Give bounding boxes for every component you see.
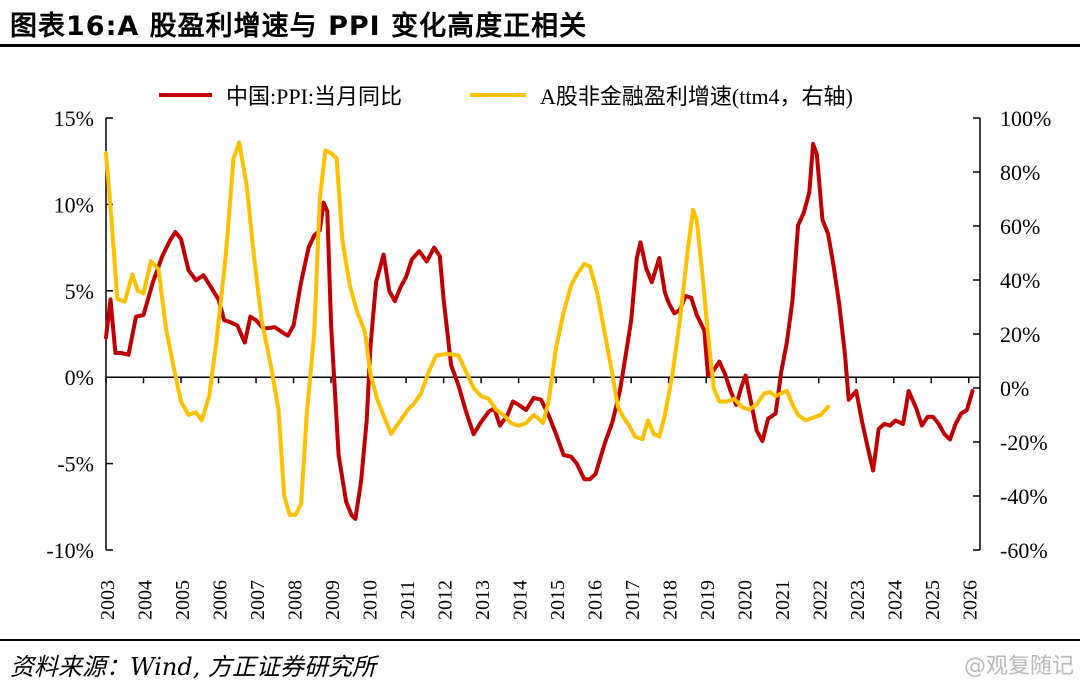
x-axis-tick-label: 2021 [772, 580, 794, 620]
right-axis-tick-label: 80% [1000, 160, 1040, 185]
x-axis-tick-label: 2010 [360, 580, 382, 620]
left-axis-tick-label: 10% [54, 192, 94, 217]
right-axis-tick-label: 40% [1000, 268, 1040, 293]
left-axis-tick-label: 0% [65, 365, 94, 390]
right-axis-tick-label: 100% [1000, 106, 1051, 131]
x-axis-tick-label: 2015 [547, 580, 569, 620]
x-axis-tick-label: 2004 [135, 580, 157, 620]
right-axis-tick-label: -60% [1000, 538, 1048, 563]
legend: 中国:PPI:当月同比 A股非金融盈利增速(ttm4，右轴) [159, 84, 853, 109]
series-line-ppi [104, 141, 975, 521]
x-axis-tick-label: 2006 [210, 580, 232, 620]
x-axis-tick-label: 2005 [172, 580, 194, 620]
watermark: @观复随记 [963, 654, 1074, 679]
x-axis-tick-label: 2017 [622, 580, 644, 620]
x-axis-tick-label: 2019 [697, 580, 719, 620]
left-axis-tick-label: 15% [54, 106, 94, 131]
footer-rule [0, 639, 1080, 641]
x-axis-tick-label: 2025 [922, 580, 944, 620]
chart-title: 图表16:A 股盈利增速与 PPI 变化高度正相关 [10, 11, 588, 42]
x-axis-tick-label: 2003 [97, 580, 119, 620]
right-axis-tick-label: 20% [1000, 322, 1040, 347]
x-axis-tick-label: 2007 [247, 580, 269, 620]
right-axis-tick-label: -40% [1000, 484, 1048, 509]
x-axis-tick-label: 2013 [472, 580, 494, 620]
x-axis-tick-label: 2008 [285, 580, 307, 620]
legend-label-profit: A股非金融盈利增速(ttm4，右轴) [540, 84, 853, 109]
title-rule [0, 44, 1080, 47]
x-axis-tick-label: 2020 [735, 580, 757, 620]
series-line-profit-growth [104, 140, 831, 517]
x-axis-tick-label: 2023 [847, 580, 869, 620]
x-axis-tick-label: 2012 [435, 580, 457, 620]
source-note: 资料来源：Wind, 方正证券研究所 [10, 653, 376, 681]
left-axis-tick-label: 5% [65, 279, 94, 304]
series-layer [104, 140, 975, 521]
x-axis-tick-label: 2009 [322, 580, 344, 620]
x-axis-tick-label: 2026 [960, 580, 982, 620]
right-axis-tick-label: -20% [1000, 430, 1048, 455]
left-axis-tick-label: -10% [46, 538, 94, 563]
legend-label-ppi: 中国:PPI:当月同比 [226, 84, 402, 109]
x-axis-tick-label: 2018 [660, 580, 682, 620]
right-axis-tick-label: 0% [1000, 376, 1029, 401]
line-chart: -10% -5% 0% 5% 10% 15% -60% -40% -20% 0% 20% 40% 60%… [46, 84, 1051, 620]
x-axis-tick-label: 2016 [585, 580, 607, 620]
x-axis-tick-label: 2014 [510, 580, 532, 620]
x-axis-tick-label: 2024 [885, 580, 907, 620]
x-axis-tick-label: 2022 [810, 580, 832, 620]
x-axis-tick-label: 2011 [397, 580, 419, 619]
left-axis-tick-label: -5% [57, 452, 94, 477]
axes-group: -10% -5% 0% 5% 10% 15% -60% -40% -20% 0% 20% 40% 60%… [46, 106, 1051, 620]
right-axis-tick-label: 60% [1000, 214, 1040, 239]
